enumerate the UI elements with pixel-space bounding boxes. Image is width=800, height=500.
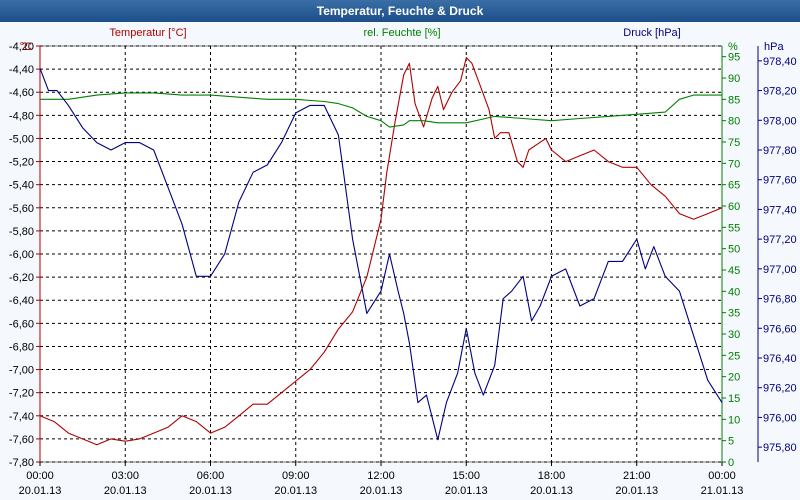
temperature-tick-label: -4,60 [9, 87, 34, 99]
humidity-tick-label: 55 [728, 222, 740, 234]
temperature-tick-label: -7,20 [9, 388, 34, 400]
temperature-axis-title: Temperatur [°C] [109, 27, 186, 39]
pressure-tick-label: 976,40 [763, 353, 797, 365]
x-tick-date: 20.01.13 [189, 485, 232, 497]
temperature-tick-label: -6,00 [9, 249, 34, 261]
temperature-tick-label: -7,80 [9, 457, 34, 469]
pressure-unit-label: hPa [764, 41, 784, 53]
temperature-tick-label: -5,20 [9, 157, 34, 169]
x-tick-time: 00:00 [708, 470, 736, 482]
humidity-tick-label: 50 [728, 244, 740, 256]
humidity-tick-label: 5 [728, 436, 734, 448]
humidity-tick-label: 90 [728, 73, 740, 85]
pressure-tick-label: 977,20 [763, 234, 797, 246]
humidity-tick-label: 80 [728, 116, 740, 128]
temperature-tick-label: -6,40 [9, 295, 34, 307]
x-tick-time: 21:00 [623, 470, 651, 482]
humidity-tick-label: 10 [728, 414, 740, 426]
plot-area [39, 45, 723, 463]
humidity-unit-label: % [728, 41, 738, 53]
pressure-tick-label: 976,60 [763, 323, 797, 335]
humidity-tick-label: 85 [728, 94, 740, 106]
humidity-tick-label: 0 [728, 457, 734, 469]
x-tick-time: 00:00 [26, 470, 54, 482]
temperature-tick-label: -6,20 [9, 272, 34, 284]
x-tick-time: 15:00 [452, 470, 480, 482]
humidity-tick-label: 25 [728, 350, 740, 362]
temperature-tick-label: -5,00 [9, 133, 34, 145]
x-tick-time: 06:00 [197, 470, 225, 482]
temperature-series-line [39, 57, 723, 446]
x-tick-date: 20.01.13 [360, 485, 403, 497]
humidity-tick-label: 35 [728, 308, 740, 320]
x-tick-date: 21.01.13 [701, 485, 744, 497]
pressure-series-line [39, 68, 723, 441]
x-tick-time: 03:00 [111, 470, 139, 482]
temperature-tick-label: -5,60 [9, 203, 34, 215]
humidity-tick-label: 15 [728, 393, 740, 405]
pressure-tick-label: 978,00 [763, 115, 797, 127]
x-tick-date: 20.01.13 [615, 485, 658, 497]
temperature-tick-label: -6,80 [9, 341, 34, 353]
pressure-tick-label: 975,80 [763, 442, 797, 454]
temperature-tick-label: -5,80 [9, 226, 34, 238]
pressure-tick-label: 976,20 [763, 383, 797, 395]
temperature-tick-label: -7,00 [9, 365, 34, 377]
temperature-tick-label: -4,80 [9, 110, 34, 122]
x-tick-date: 20.01.13 [445, 485, 488, 497]
x-tick-date: 20.01.13 [19, 485, 62, 497]
y-axes: -4,20 -4,40 -4,60 -4,80 -5,00 -5,20 -5,40 -5,60… [9, 41, 797, 469]
humidity-tick-label: 45 [728, 265, 740, 277]
temperature-tick-label: -7,40 [9, 411, 34, 423]
humidity-tick-label: 40 [728, 286, 740, 298]
temperature-tick-label: -4,20 [9, 41, 34, 53]
humidity-tick-label: 75 [728, 137, 740, 149]
chart-canvas: -4,20 -4,40 -4,60 -4,80 -5,00 -5,20 -5,40 -5,60… [0, 22, 800, 500]
temperature-tick-label: -4,40 [9, 64, 34, 76]
x-tick-date: 20.01.13 [530, 485, 573, 497]
temperature-tick-label: -5,40 [9, 180, 34, 192]
pressure-axis-title: Druck [hPa] [623, 27, 680, 39]
series-lines [39, 57, 723, 446]
pressure-tick-label: 977,00 [763, 264, 797, 276]
pressure-tick-label: 978,20 [763, 86, 797, 98]
x-tick-date: 20.01.13 [104, 485, 147, 497]
x-tick-time: 18:00 [538, 470, 566, 482]
pressure-tick-label: 977,40 [763, 204, 797, 216]
pressure-tick-label: 977,60 [763, 175, 797, 187]
temperature-tick-label: -7,60 [9, 434, 34, 446]
temperature-tick-label: -6,60 [9, 318, 34, 330]
humidity-tick-label: 70 [728, 158, 740, 170]
pressure-tick-label: 976,00 [763, 412, 797, 424]
chart-title: Temperatur, Feuchte & Druck [0, 0, 800, 22]
x-tick-date: 20.01.13 [274, 485, 317, 497]
x-axis: 00:00 20.01.13 03:00 20.01.13 06:00 20.01.13 0… [19, 462, 744, 497]
humidity-axis-title: rel. Feuchte [%] [363, 27, 440, 39]
temperature-unit-label: °C [20, 41, 32, 53]
pressure-tick-label: 977,80 [763, 145, 797, 157]
x-tick-time: 09:00 [282, 470, 310, 482]
humidity-tick-label: 95 [728, 52, 740, 64]
humidity-series-line [40, 92, 722, 128]
pressure-tick-label: 976,80 [763, 294, 797, 306]
humidity-tick-label: 30 [728, 329, 740, 341]
humidity-tick-label: 20 [728, 372, 740, 384]
humidity-tick-label: 60 [728, 201, 740, 213]
x-tick-time: 12:00 [367, 470, 395, 482]
humidity-tick-label: 65 [728, 180, 740, 192]
pressure-tick-label: 978,40 [763, 56, 797, 68]
